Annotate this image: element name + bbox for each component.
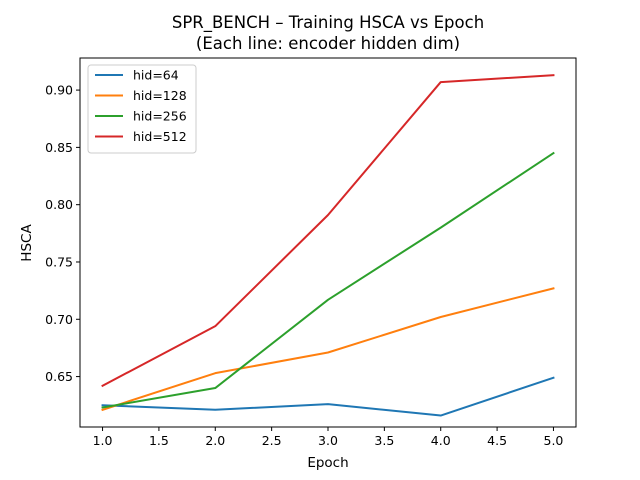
chart-title-line1: SPR_BENCH – Training HSCA vs Epoch: [172, 13, 484, 33]
y-axis-label: HSCA: [19, 224, 35, 262]
x-tick-label: 2.5: [262, 433, 282, 448]
y-tick-label: 0.80: [45, 197, 73, 212]
legend-label: hid=64: [133, 68, 179, 83]
x-tick-label: 3.5: [374, 433, 394, 448]
y-tick-label: 0.65: [45, 369, 73, 384]
y-axis: 0.65 0.70 0.75 0.80 0.85 0.90: [45, 83, 80, 384]
legend-label: hid=256: [133, 109, 187, 124]
y-tick-label: 0.85: [45, 140, 73, 155]
y-tick-label: 0.70: [45, 312, 73, 327]
series-line-hid-256: [101, 151, 555, 409]
chart-title-line2: (Each line: encoder hidden dim): [196, 34, 460, 53]
series-line-hid-512: [101, 74, 555, 388]
legend-label: hid=512: [133, 129, 187, 144]
x-tick-label: 4.5: [487, 433, 507, 448]
series-line-hid-64: [101, 376, 555, 417]
series-lines: [101, 74, 555, 417]
x-tick-label: 1.0: [93, 433, 113, 448]
x-tick-label: 2.0: [205, 433, 225, 448]
x-tick-label: 3.0: [318, 433, 338, 448]
y-tick-label: 0.75: [45, 254, 73, 269]
legend-label: hid=128: [133, 88, 187, 103]
x-tick-label: 1.5: [149, 433, 169, 448]
x-tick-label: 5.0: [544, 433, 564, 448]
legend-box: [87, 64, 197, 154]
legend: hid=64 hid=128 hid=256 hid=512: [87, 64, 197, 154]
x-axis: 1.0 1.5 2.0 2.5 3.0 3.5 4.0 4.5 5.0: [93, 427, 564, 448]
x-tick-label: 4.0: [431, 433, 451, 448]
series-line-hid-128: [101, 287, 555, 412]
y-tick-label: 0.90: [45, 83, 73, 98]
x-axis-label: Epoch: [307, 455, 348, 471]
